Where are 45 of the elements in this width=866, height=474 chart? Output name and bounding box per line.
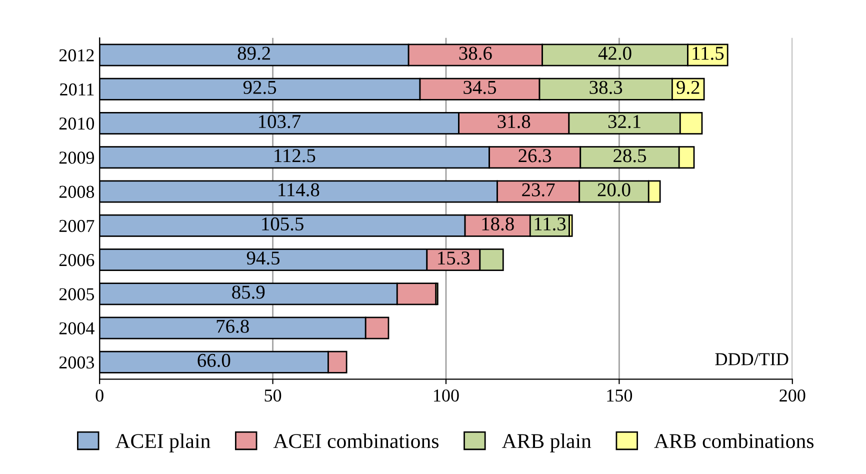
x-tick-label: 150 xyxy=(607,389,632,402)
data-label: 38.3 xyxy=(590,80,622,94)
y-tick-label: 2006 xyxy=(59,254,94,266)
data-label: 85.9 xyxy=(232,286,265,299)
data-label: 9.2 xyxy=(676,80,700,94)
data-label: 105.5 xyxy=(262,217,304,231)
legend-label: ARB plain xyxy=(502,433,592,452)
y-tick-label: 2004 xyxy=(59,322,94,334)
data-label: 11.5 xyxy=(692,46,724,60)
data-label: 23.7 xyxy=(522,183,555,196)
data-label: 66.0 xyxy=(198,354,230,368)
legend-label: ARB combinations xyxy=(654,433,814,448)
y-tick-label: 2008 xyxy=(59,186,94,198)
legend-label: ACEI plain xyxy=(115,433,210,452)
data-label: 31.8 xyxy=(498,114,530,128)
data-label: 94.5 xyxy=(246,252,280,265)
annotation: DDD/TID xyxy=(715,353,788,366)
x-tick-label: 50 xyxy=(264,389,282,402)
data-label: 114.8 xyxy=(278,183,320,196)
data-label: 38.6 xyxy=(459,46,492,60)
data-label: 11.3 xyxy=(534,217,566,231)
data-label: 112.5 xyxy=(274,149,316,162)
data-label: 92.5 xyxy=(243,80,276,94)
y-tick-label: 2011 xyxy=(60,83,94,96)
data-label: 34.5 xyxy=(464,80,496,94)
x-tick-label: 0 xyxy=(96,389,104,402)
data-label: 28.5 xyxy=(614,149,646,162)
data-label: 42.0 xyxy=(598,46,632,60)
legend-label: ACEI combinations xyxy=(273,433,438,448)
y-tick-label: 2003 xyxy=(59,356,94,369)
data-label: 89.2 xyxy=(238,46,270,60)
y-tick-label: 2010 xyxy=(59,118,94,130)
data-label: 26.3 xyxy=(518,149,552,162)
data-label: 76.8 xyxy=(216,320,249,333)
x-tick-label: 100 xyxy=(434,389,459,402)
data-label: 18.8 xyxy=(482,217,514,231)
y-tick-label: 2009 xyxy=(59,152,94,164)
y-tick-label: 2005 xyxy=(59,288,94,300)
data-label: 15.3 xyxy=(438,252,470,265)
data-label: 20.0 xyxy=(598,183,630,196)
y-tick-label: 2007 xyxy=(59,220,94,232)
data-label: 103.7 xyxy=(259,114,301,128)
x-tick-label: 200 xyxy=(780,389,806,402)
y-tick-label: 2012 xyxy=(59,49,94,62)
data-label: 32.1 xyxy=(608,115,640,128)
